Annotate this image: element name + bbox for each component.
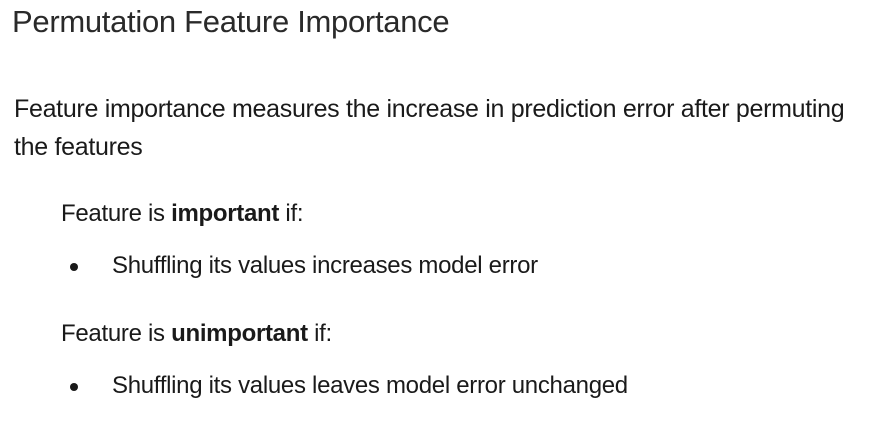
bullet-dot-icon [70, 263, 78, 271]
unimportant-condition: Feature is unimportant if: [61, 317, 332, 351]
slide-title: Permutation Feature Importance [12, 4, 450, 39]
bullet-text: Shuffling its values leaves model error … [112, 372, 628, 399]
unimportant-prefix: Feature is [61, 320, 172, 347]
bullet-text: Shuffling its values increases model err… [112, 252, 538, 279]
important-condition: Feature is important if: [61, 197, 304, 231]
important-keyword: important [171, 200, 280, 227]
important-suffix: if: [279, 200, 304, 227]
unimportant-keyword: unimportant [171, 320, 308, 347]
bullet-dot-icon [70, 383, 78, 391]
unimportant-suffix: if: [307, 320, 332, 347]
important-prefix: Feature is [61, 200, 172, 227]
intro-text: Feature importance measures the increase… [14, 95, 845, 161]
